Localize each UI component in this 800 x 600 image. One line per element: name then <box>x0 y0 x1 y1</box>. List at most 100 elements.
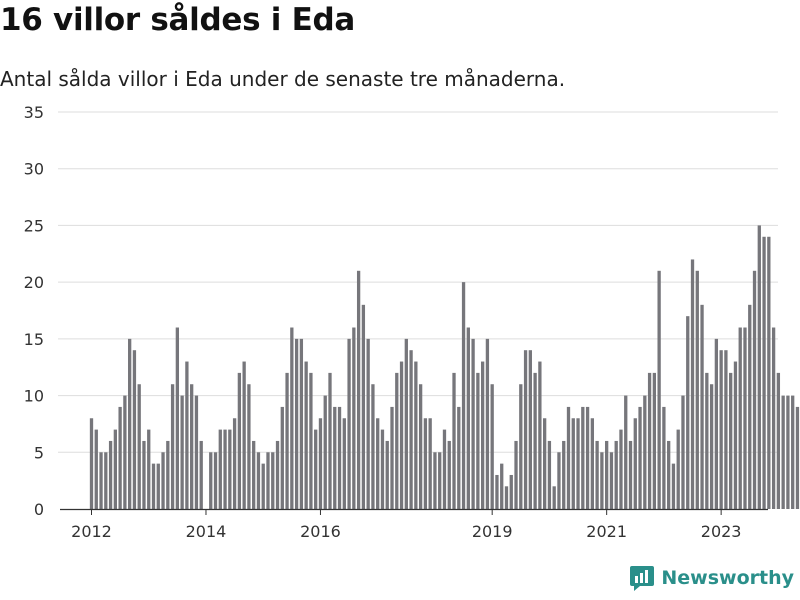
y-tick-label: 0 <box>34 500 44 519</box>
y-tick-label: 25 <box>24 216 44 235</box>
bar <box>438 452 442 509</box>
bar <box>356 270 361 509</box>
bar <box>404 338 408 509</box>
bar <box>395 372 399 509</box>
bar <box>232 418 237 509</box>
bar <box>132 350 137 509</box>
bar <box>161 452 165 509</box>
bar <box>566 406 571 509</box>
bar <box>104 452 108 509</box>
bar <box>752 270 757 509</box>
bar <box>695 270 699 509</box>
bar <box>290 327 294 509</box>
bar <box>371 384 375 509</box>
bar <box>333 406 337 509</box>
bar <box>294 338 299 509</box>
bar <box>714 338 719 509</box>
bar <box>199 440 203 509</box>
bar <box>781 395 785 509</box>
bar <box>719 350 723 509</box>
bar <box>557 452 561 509</box>
bar <box>743 327 747 509</box>
bar <box>762 236 766 509</box>
x-tick-label: 2014 <box>186 522 227 541</box>
bar <box>209 452 213 509</box>
bar <box>380 429 385 509</box>
bar <box>667 440 671 509</box>
bar <box>686 316 690 509</box>
brand-name: Newsworthy <box>661 567 794 589</box>
bar <box>414 361 418 509</box>
bar <box>328 372 332 509</box>
bar <box>605 440 609 509</box>
bar <box>337 406 342 509</box>
bar <box>647 372 652 509</box>
bar <box>166 440 170 509</box>
bar <box>757 225 761 509</box>
bar <box>123 395 127 509</box>
x-tick-label: 2016 <box>300 522 341 541</box>
bar <box>590 418 594 509</box>
bar <box>314 429 318 509</box>
y-tick-label: 30 <box>24 160 44 179</box>
bar <box>776 372 781 509</box>
bar <box>175 327 180 509</box>
bar <box>676 429 680 509</box>
chart-title: 16 villor såldes i Eda <box>0 2 355 38</box>
bar <box>137 384 141 509</box>
bar <box>366 338 370 509</box>
bar <box>624 395 628 509</box>
bar <box>628 440 633 509</box>
bar <box>180 395 184 509</box>
bar <box>309 372 313 509</box>
bar <box>657 270 661 509</box>
bar <box>581 406 585 509</box>
bar <box>433 452 437 509</box>
bar <box>352 327 356 509</box>
bar <box>638 406 642 509</box>
bar <box>213 452 218 509</box>
bar <box>552 486 556 509</box>
bar <box>480 361 485 509</box>
bar <box>614 440 618 509</box>
bar <box>495 474 499 509</box>
bar <box>423 418 428 509</box>
bar <box>748 304 752 509</box>
bar <box>271 452 275 509</box>
brand[interactable]: Newsworthy <box>629 564 794 592</box>
y-tick-label: 15 <box>24 330 44 349</box>
bar <box>771 327 776 509</box>
bar <box>147 429 151 509</box>
y-tick-label: 10 <box>24 387 44 406</box>
bar <box>461 282 466 509</box>
bar <box>304 361 308 509</box>
bar <box>99 452 103 509</box>
bar <box>571 418 575 509</box>
bar <box>466 327 470 509</box>
bar <box>285 372 289 509</box>
bar <box>228 429 232 509</box>
bar-chart: 0510152025303520122014201620192021202320… <box>24 103 800 541</box>
bar <box>528 350 532 509</box>
bar <box>275 440 280 509</box>
bar <box>662 406 666 509</box>
x-tick-label: 2023 <box>701 522 742 541</box>
bar <box>452 372 456 509</box>
bar <box>547 440 552 509</box>
bar <box>633 418 637 509</box>
y-tick-label: 20 <box>24 273 44 292</box>
bar <box>94 429 98 509</box>
bar <box>786 395 790 509</box>
bar <box>261 463 265 509</box>
bar <box>376 418 380 509</box>
bar <box>170 384 175 509</box>
bar <box>643 395 647 509</box>
bar <box>218 429 222 509</box>
bar <box>562 440 566 509</box>
x-tick-label: 2019 <box>472 522 513 541</box>
bar <box>299 338 304 509</box>
bar <box>671 463 676 509</box>
bar <box>709 384 714 509</box>
bar <box>705 372 709 509</box>
bar <box>399 361 404 509</box>
